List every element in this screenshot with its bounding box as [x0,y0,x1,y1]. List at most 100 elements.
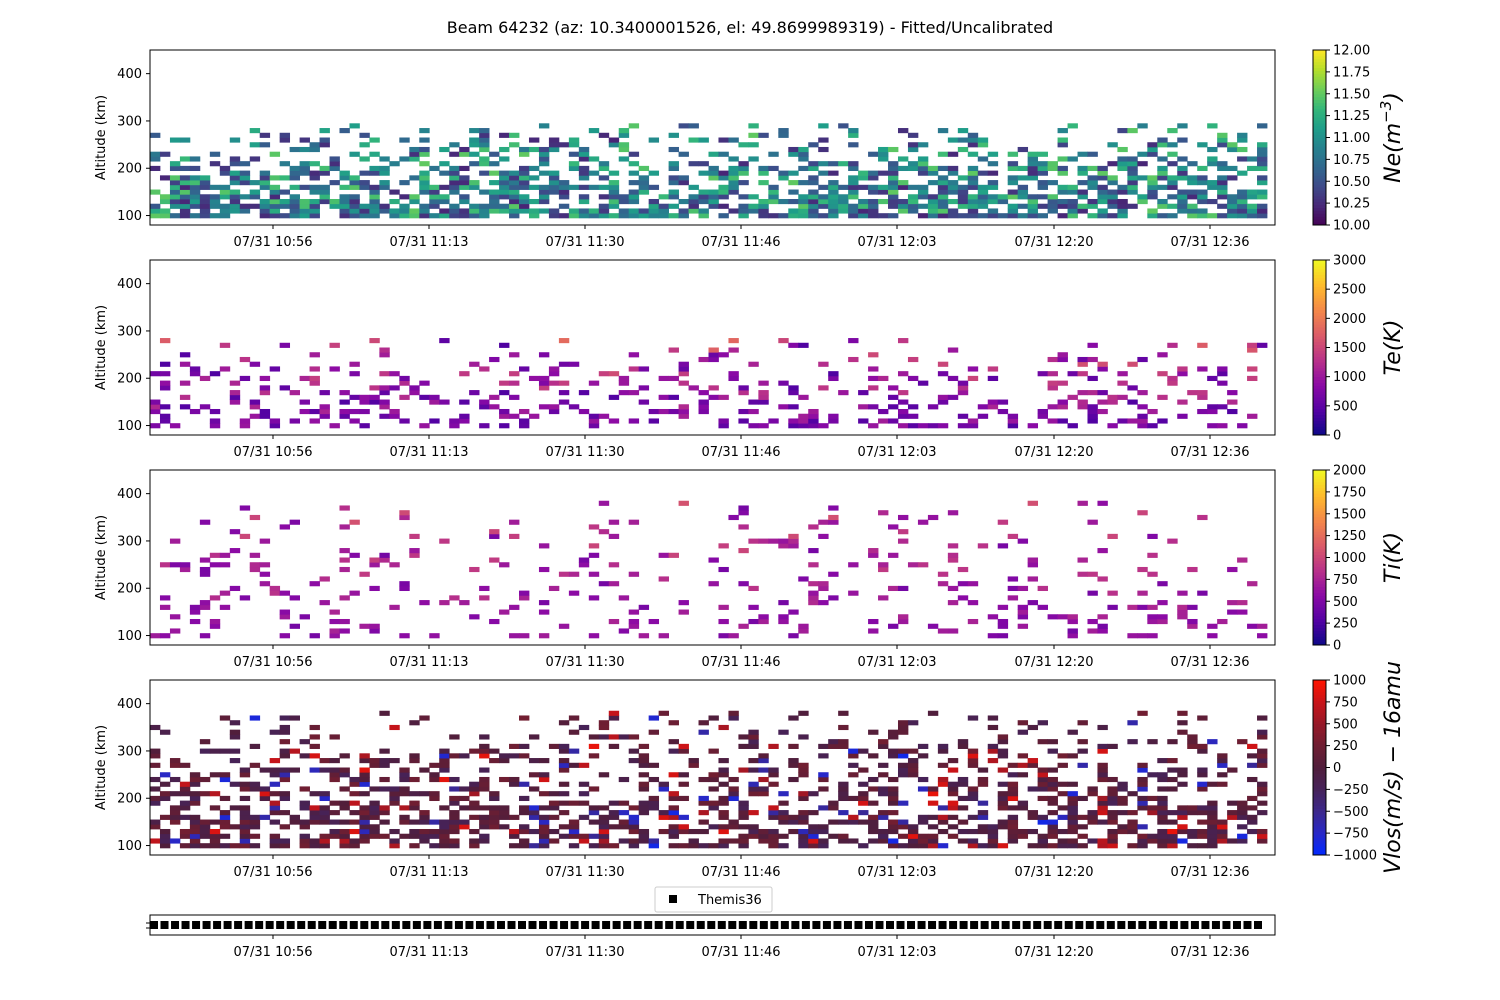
te-cell [738,408,749,415]
te-colorbar-tick-label: 2000 [1333,312,1366,327]
vlos-cell [1027,758,1039,764]
vlos-cell [1037,819,1048,825]
te-cell [389,371,400,377]
vlos-cell [987,833,999,839]
vlos-cell [738,800,749,806]
vlos-cell [967,795,979,802]
vlos-cell [489,824,500,830]
vlos-cell [878,791,889,797]
vlos-cell [459,805,470,811]
ne-cell [169,137,181,143]
ne-colorbar-step [1313,172,1326,176]
te-cell [1167,375,1178,382]
vlos-cell [858,810,869,816]
ne-cell [937,165,949,172]
ne-cell [289,184,300,190]
vlos-cell [838,819,849,825]
ti-cell [219,604,231,610]
ti-cell [1127,604,1138,610]
ti-cell [1187,566,1198,573]
vlos-cell [897,753,909,759]
ne-cell [339,198,350,205]
vlos-cell [1137,805,1148,811]
ne-cell [728,189,739,195]
ne-colorbar-step [1313,111,1326,115]
ne-cell [419,175,430,181]
vlos-cell [1167,838,1178,844]
vlos-cell [419,838,430,844]
ne-cell [1167,161,1178,167]
vlos-cell [239,828,251,835]
vlos-cell [1207,843,1218,849]
ne-cell [868,198,879,205]
vlos-cell [977,828,989,835]
vlos-cell [489,810,500,816]
vlos-cell [1177,710,1188,716]
ti-cell [399,633,410,639]
vlos-cell [1107,743,1118,749]
ne-cell [698,170,709,176]
ne-cell [1237,194,1248,200]
ne-cell [1147,189,1158,195]
ti-cell [828,571,839,577]
vlos-cell [538,776,550,783]
vlos-cell [359,767,370,773]
ti-cell [818,600,829,606]
te-cell [379,347,390,353]
ne-cell [1007,194,1019,200]
ti-cell [249,566,261,573]
vlos-cell [249,762,261,768]
ne-cell [698,161,709,167]
ti-colorbar-step [1313,496,1326,500]
vlos-cell [668,824,679,830]
vlos-cell [359,772,370,778]
ne-cell [907,161,919,167]
ne-cell [1007,180,1019,186]
ne-cell [1177,123,1188,129]
ti-cell [509,633,520,639]
ne-cell [937,151,949,157]
vlos-cell [1257,753,1268,759]
vlos-cell [748,758,759,764]
vlos-cell [798,767,809,773]
vlos-cell [199,791,211,797]
ne-cell [868,170,879,176]
te-cell [319,408,330,415]
vlos-colorbar-step [1313,773,1326,777]
ne-cell [907,194,919,200]
vlos-cell [868,838,879,844]
te-cell [588,418,600,424]
vlos-cell [439,758,450,764]
te-cell [758,390,769,396]
ne-cell [439,213,450,219]
ne-cell [1097,208,1108,214]
vlos-cell [668,795,679,802]
te-cell [957,423,969,429]
timeline-point [444,921,453,929]
vlos-cell [489,758,500,764]
vlos-cell [848,838,859,844]
ne-cell [788,208,799,214]
vlos-cell [828,739,839,745]
timeline-point [150,921,158,929]
vlos-cell [828,743,839,749]
vlos-colorbar-step [1313,825,1326,830]
vlos-cell [1077,833,1088,839]
vlos-cell [209,828,221,835]
ne-cell [798,203,809,209]
ne-cell [449,151,460,157]
vlos-cell [997,805,1009,811]
vlos-cell [1167,833,1178,839]
vlos-cell [768,828,779,835]
ti-cell [967,600,979,606]
vlos-cell [199,828,211,835]
ne-cell [309,208,320,214]
vlos-cell [209,805,221,811]
ne-cell [379,208,390,214]
ne-cell [229,189,241,195]
ti-cell [678,600,689,606]
vlos-cell [229,758,241,764]
vlos-cell [249,715,261,721]
vlos-cell [858,800,869,806]
